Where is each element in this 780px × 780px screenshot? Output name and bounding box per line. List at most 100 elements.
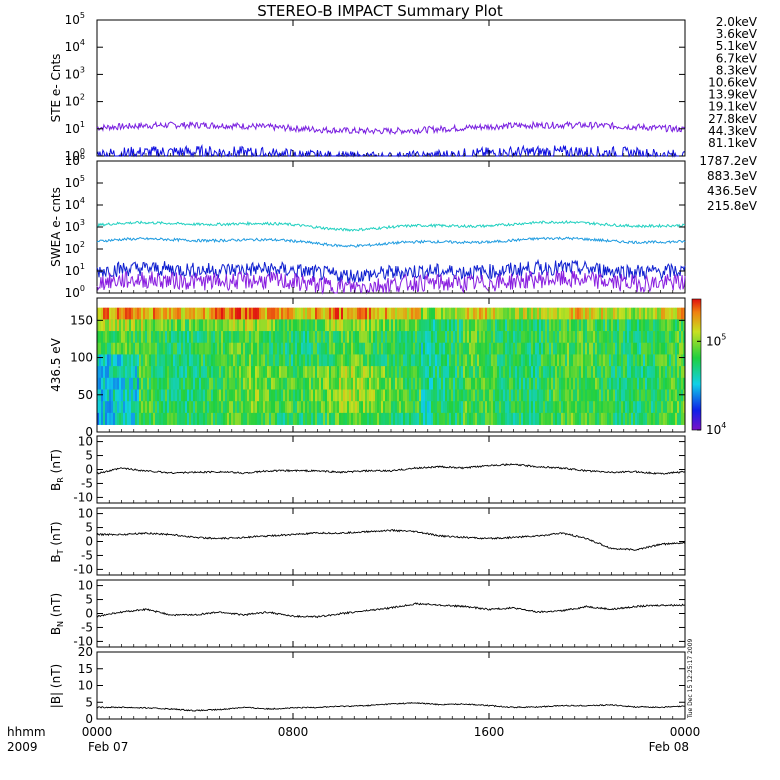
pad-heatmap-cell — [411, 319, 414, 332]
pad-heatmap-cell — [131, 401, 134, 414]
pad-heatmap-cell — [299, 366, 302, 379]
pad-heatmap-cell — [575, 319, 578, 332]
pad-heatmap-cell — [357, 389, 360, 402]
pad-heatmap-cell — [287, 342, 290, 355]
pad-heatmap-cell — [559, 389, 562, 402]
pad-heatmap-cell — [219, 377, 222, 390]
pad-heatmap-cell — [529, 412, 532, 425]
pad-heatmap-cell — [533, 319, 536, 332]
pad-heatmap-cell — [523, 342, 526, 355]
pad-heatmap-cell — [661, 354, 664, 367]
pad-heatmap-cell — [501, 412, 504, 425]
pad-heatmap-cell — [605, 331, 608, 344]
pad-heatmap-cell — [591, 412, 594, 425]
pad-heatmap-cell — [223, 389, 226, 402]
pad-heatmap-cell — [329, 354, 332, 367]
pad-heatmap-cell — [273, 412, 276, 425]
pad-heatmap-cell — [555, 331, 558, 344]
pad-heatmap-cell — [599, 377, 602, 390]
pad-heatmap-cell — [569, 319, 572, 332]
pad-heatmap-cell — [361, 389, 364, 402]
pad-heatmap-cell — [129, 354, 132, 367]
pad-heatmap-cell — [601, 342, 604, 355]
pad-heatmap-cell — [437, 389, 440, 402]
pad-heatmap-cell — [429, 401, 432, 414]
pad-heatmap-cell — [329, 377, 332, 390]
pad-heatmap-cell — [545, 366, 548, 379]
pad-heatmap-cell — [233, 307, 236, 320]
pad-heatmap-cell — [265, 342, 268, 355]
pad-heatmap-cell — [129, 307, 132, 320]
pad-heatmap-cell — [227, 366, 230, 379]
pad-heatmap-cell — [647, 401, 650, 414]
pad-heatmap-cell — [373, 377, 376, 390]
pad-heatmap-cell — [507, 412, 510, 425]
pad-heatmap-cell — [333, 319, 336, 332]
pad-heatmap-cell — [609, 319, 612, 332]
pad-heatmap-cell — [221, 342, 224, 355]
pad-heatmap-cell — [429, 319, 432, 332]
pad-heatmap-cell — [603, 307, 606, 320]
pad-heatmap-cell — [249, 331, 252, 344]
pad-heatmap-cell — [459, 389, 462, 402]
pad-heatmap-cell — [103, 401, 106, 414]
pad-heatmap-cell — [367, 389, 370, 402]
pad-heatmap-cell — [305, 389, 308, 402]
pad-heatmap-cell — [133, 331, 136, 344]
swea-legend-item: 1787.2eV — [699, 154, 757, 168]
pad-heatmap-cell — [347, 319, 350, 332]
bn-series-line — [96, 602, 686, 619]
pad-heatmap-cell — [473, 307, 476, 320]
pad-heatmap-cell — [323, 389, 326, 402]
pad-heatmap-cell — [365, 331, 368, 344]
pad-heatmap-cell — [255, 342, 258, 355]
pad-heatmap-cell — [111, 412, 114, 425]
pad-heatmap-cell — [345, 366, 348, 379]
pad-heatmap-cell — [563, 401, 566, 414]
pad-heatmap-cell — [449, 366, 452, 379]
pad-heatmap-cell — [113, 366, 116, 379]
pad-heatmap-cell — [189, 412, 192, 425]
pad-heatmap-cell — [473, 331, 476, 344]
pad-heatmap-cell — [237, 401, 240, 414]
pad-heatmap-cell — [603, 389, 606, 402]
pad-heatmap-cell — [681, 331, 684, 344]
pad-heatmap-cell — [379, 366, 382, 379]
pad-heatmap-cell — [235, 354, 238, 367]
pad-heatmap-cell — [215, 354, 218, 367]
pad-heatmap-cell — [131, 319, 134, 332]
pad-heatmap-cell — [531, 342, 534, 355]
pad-heatmap-cell — [597, 377, 600, 390]
pad-heatmap-cell — [371, 389, 374, 402]
pad-heatmap-cell — [125, 389, 128, 402]
pad-heatmap-cell — [513, 331, 516, 344]
pad-heatmap-cell — [381, 342, 384, 355]
pad-heatmap-cell — [375, 389, 378, 402]
pad-heatmap-cell — [217, 389, 220, 402]
pad-heatmap-cell — [307, 354, 310, 367]
pad-heatmap-cell — [521, 319, 524, 332]
pad-heatmap-cell — [627, 366, 630, 379]
pad-heatmap-cell — [447, 366, 450, 379]
pad-heatmap-cell — [665, 389, 668, 402]
pad-heatmap-cell — [177, 389, 180, 402]
pad-heatmap-cell — [553, 331, 556, 344]
pad-heatmap-cell — [303, 354, 306, 367]
pad-heatmap-cell — [441, 354, 444, 367]
pad-heatmap-cell — [679, 377, 682, 390]
pad-heatmap-cell — [313, 331, 316, 344]
pad-heatmap-cell — [495, 412, 498, 425]
pad-heatmap-cell — [583, 389, 586, 402]
pad-heatmap-cell — [589, 377, 592, 390]
pad-heatmap-cell — [277, 342, 280, 355]
pad-heatmap-cell — [227, 307, 230, 320]
pad-heatmap-cell — [559, 377, 562, 390]
pad-heatmap-cell — [347, 331, 350, 344]
pad-heatmap-cell — [211, 319, 214, 332]
pad-heatmap-cell — [625, 354, 628, 367]
pad-heatmap-cell — [395, 354, 398, 367]
pad-heatmap-cell — [365, 401, 368, 414]
pad-heatmap-cell — [119, 366, 122, 379]
ste-ylabel: STE e- Cnts — [49, 54, 63, 123]
pad-heatmap-cell — [403, 354, 406, 367]
